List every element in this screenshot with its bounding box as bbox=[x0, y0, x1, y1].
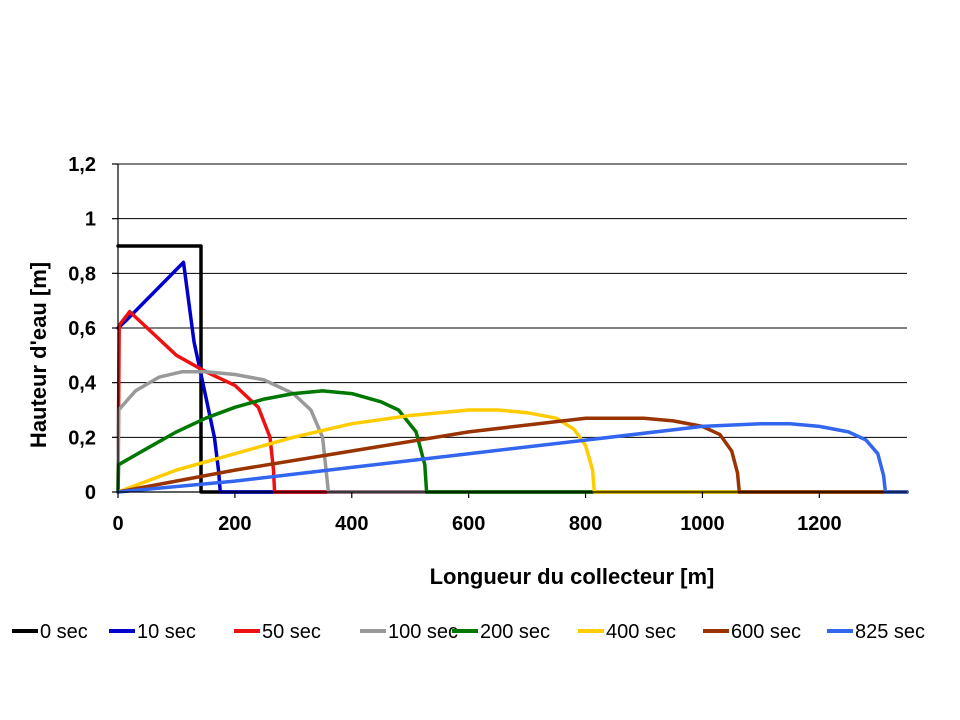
series-group bbox=[116, 244, 909, 494]
x-tick-labels: 0 200 400 600 800 1000 1200 bbox=[112, 513, 841, 535]
y-tick-label: 1,2 bbox=[68, 154, 96, 176]
legend-label: 0 sec bbox=[40, 621, 88, 643]
y-tick-label: 0 bbox=[85, 482, 96, 504]
y-tick-label: 0,2 bbox=[68, 427, 96, 449]
x-tick-label: 600 bbox=[452, 513, 485, 535]
series-line-100-sec bbox=[116, 369, 909, 494]
legend-label: 100 sec bbox=[388, 621, 458, 643]
x-tick-label: 1200 bbox=[797, 513, 842, 535]
x-tick-label: 400 bbox=[335, 513, 368, 535]
x-tick-label: 200 bbox=[218, 513, 251, 535]
y-tick-label: 0,6 bbox=[68, 318, 96, 340]
series-line-200-sec bbox=[116, 389, 909, 494]
series-line-400-sec bbox=[116, 408, 909, 494]
x-tick-label: 800 bbox=[569, 513, 602, 535]
y-tick-label: 1 bbox=[85, 209, 96, 231]
legend-label: 400 sec bbox=[606, 621, 676, 643]
y-tick-label: 0,8 bbox=[68, 263, 96, 285]
legend: 0 sec 10 sec 50 sec 100 sec 200 sec 400 sec 60… bbox=[12, 621, 925, 643]
grid-lines bbox=[118, 163, 907, 438]
legend-label: 825 sec bbox=[855, 621, 925, 643]
x-tick-label: 1000 bbox=[680, 513, 725, 535]
legend-label: 50 sec bbox=[262, 621, 321, 643]
series-line-825-sec bbox=[116, 421, 909, 494]
y-tick-labels: 0 0,2 0,4 0,6 0,8 1 1,2 bbox=[68, 154, 97, 504]
legend-label: 600 sec bbox=[731, 621, 801, 643]
x-tick-label: 0 bbox=[112, 513, 123, 535]
series-line-50-sec bbox=[116, 309, 909, 494]
y-axis-title: Hauteur d'eau [m] bbox=[26, 262, 51, 448]
legend-label: 10 sec bbox=[137, 621, 196, 643]
x-axis-title: Longueur du collecteur [m] bbox=[430, 564, 715, 589]
series-line-600-sec bbox=[116, 416, 909, 494]
series-line-10-sec bbox=[116, 260, 909, 494]
axes bbox=[112, 163, 907, 498]
legend-label: 200 sec bbox=[480, 621, 550, 643]
y-tick-label: 0,4 bbox=[68, 373, 97, 395]
